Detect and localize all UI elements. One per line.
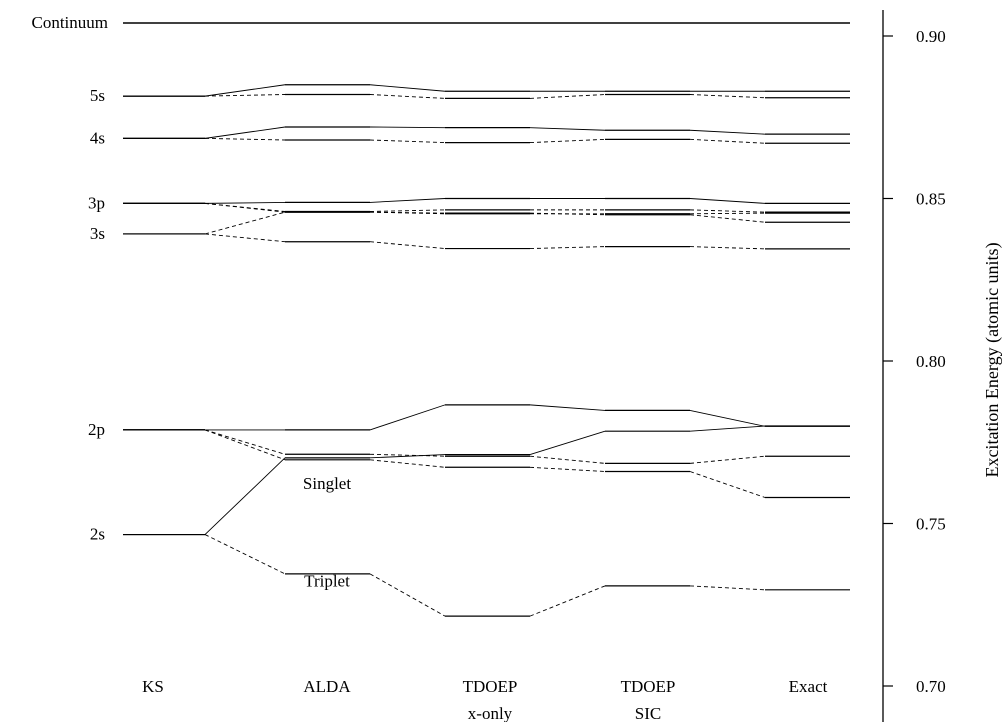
connector-4s-10-0 [204, 126, 286, 139]
connector-4s-11-3 [689, 138, 766, 144]
ks-level-label-3p: 3p [88, 193, 105, 212]
annotation-triplet: Triplet [304, 571, 350, 590]
connector-4s-11-1 [369, 139, 446, 144]
connector-3p-9-1 [369, 211, 446, 214]
connector-2p-3-0 [204, 429, 286, 455]
connector-2p-3-1 [369, 453, 446, 457]
connector-2s-1-1 [369, 573, 446, 617]
ks-level-label-2s: 2s [90, 525, 105, 544]
connector-5s-12-1 [369, 84, 446, 92]
connector-2p-2-1 [369, 404, 446, 431]
connector-3p-9-2 [529, 212, 606, 216]
connector-5s-13-0 [204, 94, 286, 97]
connector-2p-2-3 [689, 409, 766, 427]
connector-3s-5-3 [689, 212, 766, 215]
connector-2s-1-2 [529, 585, 606, 617]
connector-2p-4-3 [689, 471, 766, 498]
connector-4s-10-2 [529, 127, 606, 131]
connector-3p-7-0 [204, 201, 286, 204]
y-tick-label-0.90: 0.90 [916, 27, 946, 46]
connector-3s-6-2 [529, 246, 606, 249]
series-group [123, 84, 850, 617]
column-label-Exact: Exact [789, 677, 828, 696]
connector-2p-3-3 [689, 455, 766, 464]
connector-4s-11-0 [204, 137, 286, 141]
connector-3p-9-3 [689, 214, 766, 223]
column-label-ALDA: ALDA [303, 677, 351, 696]
connector-3s-6-3 [689, 246, 766, 250]
connector-2s-0-2 [529, 430, 606, 456]
column-sublabel-TDOEPsic: SIC [635, 704, 661, 722]
connector-5s-13-2 [529, 94, 606, 99]
connector-5s-12-0 [204, 84, 286, 97]
continuum-label: Continuum [31, 13, 108, 32]
ks-level-labels: 5s 4s 3p 3s 2p 2s [88, 86, 105, 543]
connector-3s-5-0 [204, 211, 286, 235]
connector-2s-0-1 [369, 454, 446, 459]
connector-4s-10-3 [689, 129, 766, 135]
ks-level-label-2p: 2p [88, 420, 105, 439]
connector-3s-6-1 [369, 241, 446, 249]
connector-3s-6-0 [204, 233, 286, 243]
column-label-KS: KS [142, 677, 164, 696]
connector-2p-3-2 [529, 455, 606, 464]
ks-level-label-5s: 5s [90, 86, 105, 105]
y-axis: 0.90 0.85 0.80 0.75 0.70 [882, 10, 946, 722]
column-label-TDOEPsic: TDOEP [621, 677, 676, 696]
ks-level-label-3s: 3s [90, 224, 105, 243]
column-labels: KS ALDA TDOEP x-only TDOEP SIC Exact [142, 677, 828, 723]
connector-5s-13-3 [689, 94, 766, 99]
connector-2s-1-0 [204, 534, 286, 575]
annotation-singlet: Singlet [303, 474, 351, 493]
y-tick-label-0.75: 0.75 [916, 515, 946, 534]
connector-3p-8-3 [689, 209, 766, 213]
annotations-group: Singlet Triplet [303, 474, 351, 591]
connector-2p-2-2 [529, 404, 606, 411]
connector-2p-4-1 [369, 459, 446, 468]
y-tick-label-0.85: 0.85 [916, 190, 946, 209]
y-tick-label-0.70: 0.70 [916, 677, 946, 696]
y-axis-label: Excitation Energy (atomic units) [982, 242, 1003, 477]
connector-2s-0-0 [204, 457, 286, 535]
connector-5s-13-1 [369, 94, 446, 99]
connector-3p-8-1 [369, 209, 446, 212]
connector-3p-9-0 [204, 202, 286, 213]
column-label-TDOEPx: TDOEP [463, 677, 518, 696]
connector-3p-7-3 [689, 198, 766, 204]
ks-level-label-4s: 4s [90, 128, 105, 147]
y-tick-label-0.80: 0.80 [916, 352, 946, 371]
connector-2p-4-0 [204, 429, 286, 461]
continuum-group: Continuum [31, 13, 850, 32]
connector-2p-4-2 [529, 466, 606, 472]
connector-3p-8-0 [204, 202, 286, 212]
connector-2s-0-3 [689, 425, 766, 432]
connector-4s-10-1 [369, 126, 446, 129]
connector-3p-7-1 [369, 198, 446, 203]
connector-4s-11-2 [529, 138, 606, 144]
connector-2s-1-3 [689, 585, 766, 591]
column-sublabel-TDOEPx: x-only [468, 704, 513, 722]
